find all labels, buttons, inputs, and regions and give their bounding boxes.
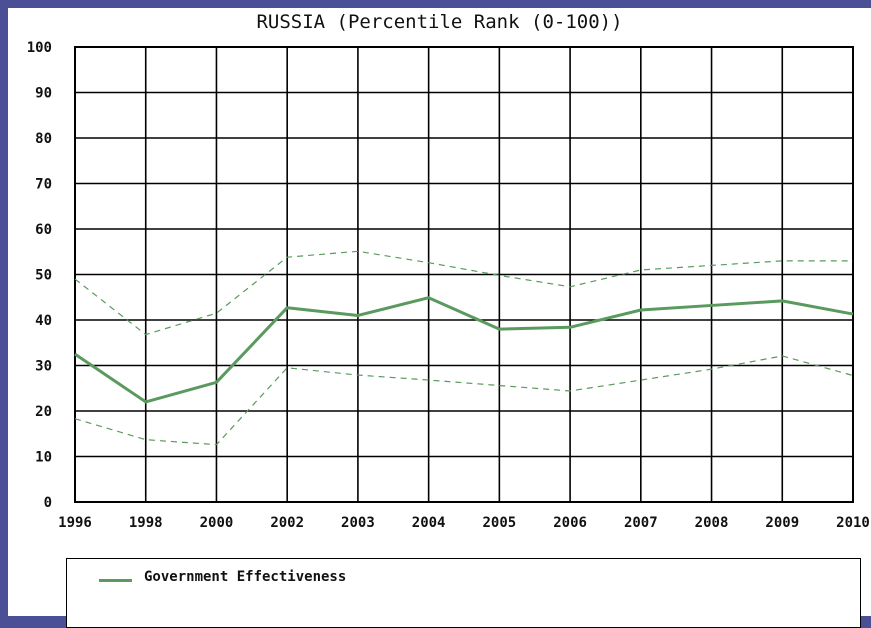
x-tick-label: 2006 [553, 515, 587, 531]
series-line-upper-bound [74, 250, 853, 336]
x-tick-label: 2002 [270, 515, 304, 531]
x-tick-label: 2000 [200, 515, 234, 531]
series-line-lower-bound [74, 355, 854, 446]
chart-title: RUSSIA (Percentile Rank (0-100)) [256, 11, 623, 33]
y-tick-label: 80 [35, 131, 52, 147]
y-tick-label: 30 [35, 359, 52, 375]
x-tick-label: 1998 [129, 515, 163, 531]
y-tick-label: 70 [35, 177, 52, 193]
x-tick-label: 1996 [58, 515, 92, 531]
y-tick-label: 60 [35, 222, 52, 238]
y-tick-label: 50 [35, 268, 52, 284]
x-tick-label: 2010 [836, 515, 870, 531]
x-tick-label: 2007 [624, 515, 658, 531]
y-tick-label: 20 [35, 404, 52, 420]
x-tick-label: 2003 [341, 515, 375, 531]
series-line-government-effectiveness [74, 296, 854, 404]
x-tick-label: 2004 [412, 515, 446, 531]
x-tick-label: 2008 [695, 515, 729, 531]
legend: Government Effectiveness [66, 558, 861, 628]
y-tick-label: 10 [35, 450, 52, 466]
y-tick-label: 100 [27, 40, 52, 56]
line-chart: 0 10 20 30 40 50 60 70 80 90 100 1996 1998 2000 2002 20… [27, 40, 870, 531]
x-tick-label: 2005 [483, 515, 517, 531]
legend-swatch-government-effectiveness [99, 579, 132, 582]
y-tick-label: 40 [35, 313, 52, 329]
legend-label-government-effectiveness: Government Effectiveness [144, 569, 347, 585]
y-tick-label: 90 [35, 86, 52, 102]
y-tick-label: 0 [44, 495, 52, 511]
chart-panel: RUSSIA (Percentile Rank (0-100)) 0 10 20 30… [8, 8, 871, 628]
x-tick-label: 2009 [765, 515, 799, 531]
